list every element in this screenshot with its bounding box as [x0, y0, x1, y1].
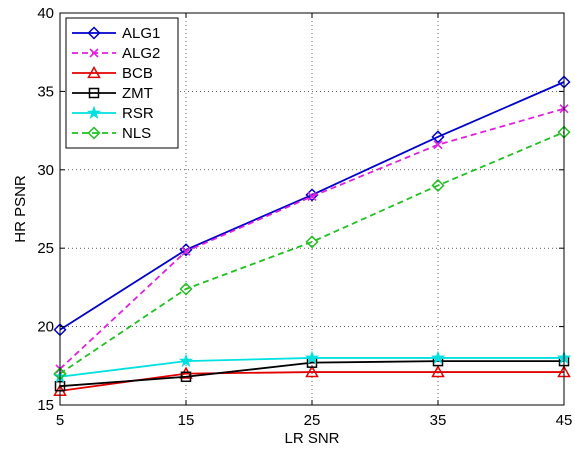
legend-marker	[86, 105, 102, 119]
legend-label: NLS	[122, 125, 151, 142]
legend-entry-bcb: BCB	[72, 65, 153, 82]
legend-marker	[89, 48, 99, 58]
data-point-nls	[305, 235, 319, 249]
series-line-zmt	[59, 360, 564, 388]
legend-entry-nls: NLS	[72, 125, 151, 142]
x-tick-label: 25	[304, 412, 321, 429]
legend-marker	[87, 65, 101, 79]
data-point-nls	[179, 282, 193, 296]
data-point-rsr	[430, 350, 446, 364]
data-point-bcb	[305, 365, 319, 378]
y-tick-label: 35	[37, 83, 54, 100]
data-point-alg2	[433, 140, 443, 150]
legend-box	[65, 17, 179, 149]
x-tick-label: 15	[178, 412, 195, 429]
series-line-alg1	[59, 81, 565, 331]
data-point-alg2	[307, 191, 317, 202]
legend-entry-alg2: ALG2	[72, 45, 160, 62]
y-tick-label: 40	[37, 5, 54, 22]
legend-entry-rsr: RSR	[72, 105, 154, 122]
data-point-rsr	[178, 353, 194, 368]
legend-label: ALG2	[122, 45, 160, 62]
x-axis-label: LR SNR	[284, 430, 339, 447]
legend: ALG1 ALG2 BCB ZMT RSR NLS	[65, 17, 179, 149]
legend-label: RSR	[122, 105, 154, 122]
data-point-zmt	[180, 371, 192, 383]
legend-marker	[88, 87, 100, 99]
series-layer	[52, 75, 572, 397]
legend-label: ALG1	[122, 25, 160, 42]
data-point-alg1	[431, 130, 445, 144]
legend-label: ZMT	[122, 85, 153, 102]
series-line-nls	[59, 131, 565, 375]
data-point-bcb	[179, 366, 193, 379]
data-point-alg2	[181, 246, 191, 256]
series-line-alg2	[59, 107, 565, 370]
y-tick-label: 25	[37, 240, 54, 257]
legend-marker	[87, 126, 101, 140]
legend-entry-alg1: ALG1	[72, 25, 160, 42]
legend-marker	[87, 26, 101, 40]
x-tick-label: 5	[56, 412, 64, 429]
y-tick-label: 15	[37, 397, 54, 414]
data-point-nls	[431, 178, 445, 193]
x-tick-label: 35	[430, 412, 447, 429]
data-point-rsr	[304, 350, 320, 364]
y-axis-label: HR PSNR	[12, 175, 29, 243]
y-tick-label: 20	[37, 319, 54, 336]
x-tick-label: 45	[556, 412, 573, 429]
legend-entry-zmt: ZMT	[72, 85, 153, 102]
x-axis-ticks: 5 15 25 35 45	[56, 13, 573, 429]
data-point-bcb	[431, 365, 445, 378]
legend-label: BCB	[122, 65, 153, 82]
y-axis-ticks: 15 20 25 30 35 40	[37, 5, 564, 414]
y-tick-label: 30	[37, 162, 54, 179]
